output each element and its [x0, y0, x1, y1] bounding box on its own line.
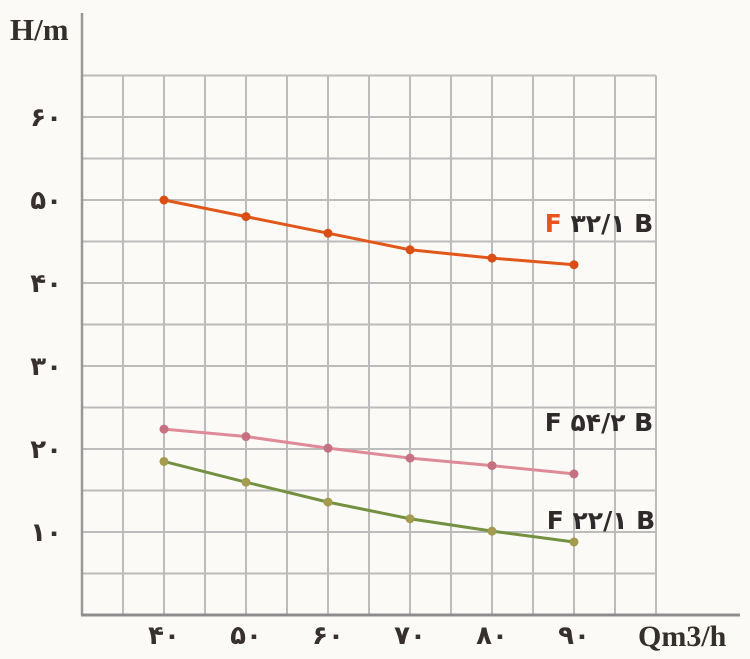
data-point-f32-1b-q70 [405, 245, 415, 255]
x-tick-label-80: ۸۰ [476, 621, 508, 651]
y-tick-label-10: ۱۰ [30, 518, 62, 548]
data-point-f22-1b-q70 [405, 514, 415, 524]
label-layer: ۴۰ ۵۰ ۶۰ ۷۰ ۸۰ ۹۰ ۱۰ ۲۰ ۳۰ ۴۰ ۵۰ ۶۰ F ۳۲/۱ B F ۵۴/۲ B… [30, 103, 655, 651]
data-point-f32-1b-q50 [241, 212, 251, 222]
y-tick-label-20: ۲۰ [30, 435, 62, 465]
series-label-f22-1b: F ۲۲/۱ B [547, 506, 655, 535]
data-point-f22-1b-q50 [241, 477, 251, 487]
y-tick-label-50: ۵۰ [30, 186, 62, 216]
data-point-f32-1b-q60 [323, 228, 333, 238]
y-tick-label-40: ۴۰ [30, 269, 62, 299]
data-point-f54-2b-q70 [405, 453, 415, 463]
series-line-f54-2b [162, 427, 576, 476]
grid-layer [82, 74, 657, 615]
data-point-f54-2b-q80 [487, 461, 497, 471]
data-point-f54-2b-q60 [323, 443, 333, 453]
data-point-f22-1b-q40 [159, 456, 169, 466]
x-tick-label-50: ۵۰ [230, 621, 262, 651]
data-point-f54-2b-q40 [159, 424, 169, 434]
y-tick-label-30: ۳۰ [30, 352, 62, 382]
data-point-f22-1b-q80 [487, 526, 497, 536]
series-label-f54-2b: F ۵۴/۲ B [545, 408, 653, 437]
series-line-f22-1b [162, 459, 576, 544]
data-point-f32-1b-q80 [487, 253, 497, 263]
axis-layer [80, 13, 740, 617]
data-point-f22-1b-q60 [323, 497, 333, 507]
x-axis-title: Qm3/h [638, 620, 727, 653]
data-point-f54-2b-q90 [569, 469, 579, 479]
curve-layer [159, 195, 579, 547]
data-point-f54-2b-q50 [241, 432, 251, 442]
series-line-f32-1b [162, 198, 576, 267]
x-tick-label-90: ۹۰ [558, 621, 590, 651]
data-point-f32-1b-q40 [159, 195, 169, 205]
y-tick-label-60: ۶۰ [30, 103, 62, 133]
x-tick-label-60: ۶۰ [312, 621, 344, 651]
y-axis-title: H/m [10, 12, 69, 47]
x-tick-label-70: ۷۰ [394, 621, 426, 651]
data-point-f22-1b-q90 [569, 537, 579, 547]
data-point-f32-1b-q90 [569, 260, 579, 270]
series-label-f32-1b: F ۳۲/۱ B [545, 209, 653, 238]
x-tick-label-40: ۴۰ [148, 621, 180, 651]
